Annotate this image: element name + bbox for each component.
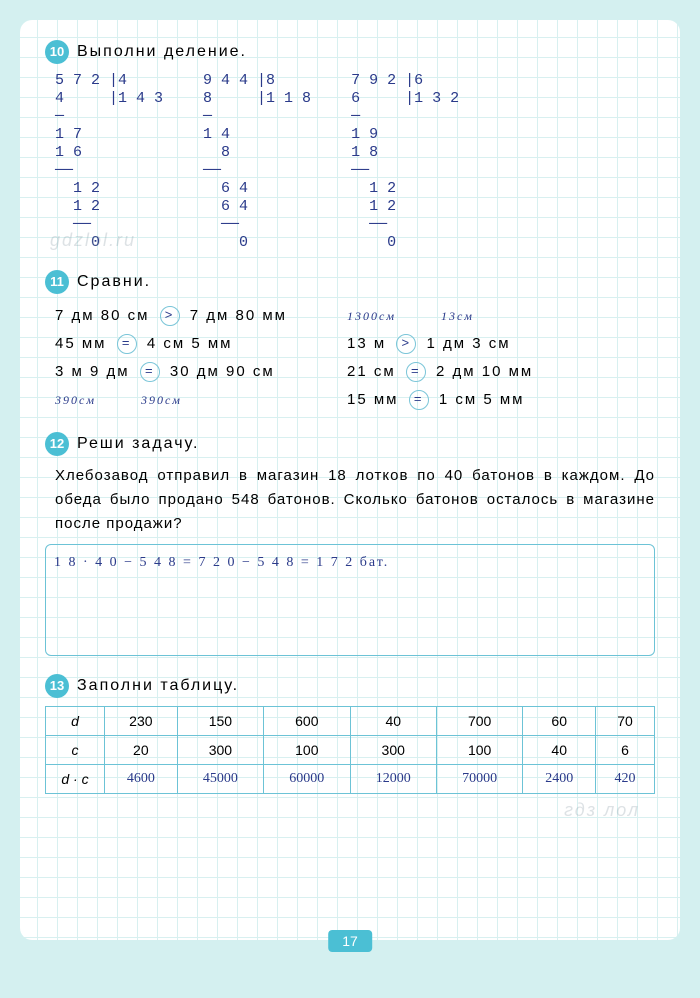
task-title: Реши задачу. <box>77 435 199 453</box>
compare-row: 45 мм = 4 см 5 мм <box>55 330 287 358</box>
long-division: 5 7 2 |4 4 |1 4 3 ─ 1 7 1 6 ── 1 2 1 2 ─… <box>55 72 163 252</box>
compare-row: 3 м 9 дм = 30 дм 90 см <box>55 358 287 386</box>
compare-row: 21 см = 2 дм 10 мм <box>347 358 533 386</box>
table-row: c 20 300 100 300 100 40 6 <box>46 736 655 765</box>
row-header: c <box>46 736 105 765</box>
task-number-badge: 11 <box>45 270 69 294</box>
long-division: 9 4 4 |8 8 |1 1 8 ─ 1 4 8 ── 6 4 6 4 ── … <box>203 72 311 252</box>
product-table: d 230 150 600 40 700 60 70 c 20 300 100 … <box>45 706 655 794</box>
compare-op: > <box>396 334 416 354</box>
compare-op: = <box>406 362 426 382</box>
task-11: 11 Сравни. 7 дм 80 см > 7 дм 80 мм 45 мм… <box>45 270 655 414</box>
task-title: Заполни таблицу. <box>77 677 239 695</box>
compare-op: = <box>117 334 137 354</box>
compare-left-col: 7 дм 80 см > 7 дм 80 мм 45 мм = 4 см 5 м… <box>55 302 287 414</box>
compare-op: = <box>409 390 429 410</box>
problem-text: Хлебозавод отправил в магазин 18 лотков … <box>55 464 655 536</box>
row-header: d · c <box>46 765 105 794</box>
page-number: 17 <box>328 930 372 952</box>
division-problems: 5 7 2 |4 4 |1 4 3 ─ 1 7 1 6 ── 1 2 1 2 ─… <box>55 72 655 252</box>
solution-text: 1 8 · 4 0 − 5 4 8 = 7 2 0 − 5 4 8 = 1 7 … <box>54 555 389 570</box>
compare-op: > <box>160 306 180 326</box>
long-division: 7 9 2 |6 6 |1 3 2 ─ 1 9 1 8 ── 1 2 1 2 ─… <box>351 72 459 252</box>
compare-note: 1300см 13см <box>347 302 533 330</box>
solution-box: 1 8 · 4 0 − 5 4 8 = 7 2 0 − 5 4 8 = 1 7 … <box>45 544 655 656</box>
compare-grid: 7 дм 80 см > 7 дм 80 мм 45 мм = 4 см 5 м… <box>55 302 655 414</box>
task-number-badge: 10 <box>45 40 69 64</box>
compare-row: 13 м > 1 дм 3 см <box>347 330 533 358</box>
compare-row: 15 мм = 1 см 5 мм <box>347 386 533 414</box>
table-row: d · c 4600 45000 60000 12000 70000 2400 … <box>46 765 655 794</box>
task-13: 13 Заполни таблицу. d 230 150 600 40 700… <box>45 674 655 794</box>
watermark: гдз лол <box>564 800 640 821</box>
task-number-badge: 12 <box>45 432 69 456</box>
compare-row: 7 дм 80 см > 7 дм 80 мм <box>55 302 287 330</box>
task-title: Сравни. <box>77 273 151 291</box>
compare-note: 390см 390см <box>55 386 287 414</box>
workbook-page: gdzlol.ru гдз лол 10 Выполни деление. 5 … <box>20 20 680 940</box>
task-number-badge: 13 <box>45 674 69 698</box>
table-row: d 230 150 600 40 700 60 70 <box>46 707 655 736</box>
task-title: Выполни деление. <box>77 43 247 61</box>
compare-op: = <box>140 362 160 382</box>
compare-right-col: 1300см 13см 13 м > 1 дм 3 см 21 см = 2 д… <box>347 302 533 414</box>
task-10: 10 Выполни деление. 5 7 2 |4 4 |1 4 3 ─ … <box>45 40 655 252</box>
row-header: d <box>46 707 105 736</box>
task-12: 12 Реши задачу. Хлебозавод отправил в ма… <box>45 432 655 656</box>
